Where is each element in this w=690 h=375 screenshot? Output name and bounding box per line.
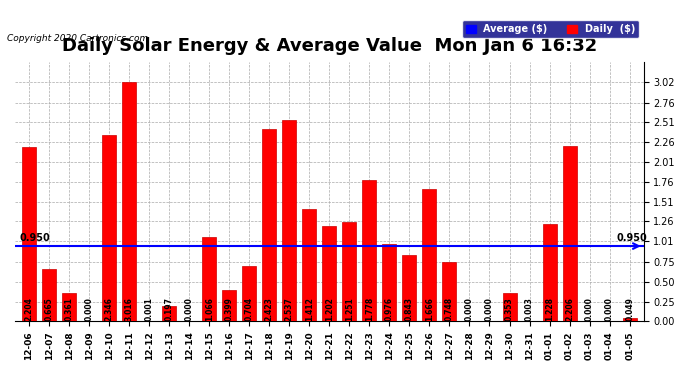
- Bar: [202, 237, 216, 321]
- Text: 0.000: 0.000: [485, 297, 494, 321]
- Bar: [502, 293, 517, 321]
- Text: 1.202: 1.202: [325, 297, 334, 321]
- Bar: [542, 224, 557, 321]
- Bar: [162, 306, 176, 321]
- Bar: [302, 210, 316, 321]
- Text: 0.843: 0.843: [405, 297, 414, 321]
- Legend: Average ($), Daily  ($): Average ($), Daily ($): [462, 20, 639, 38]
- Bar: [622, 318, 637, 321]
- Text: 1.228: 1.228: [545, 297, 554, 321]
- Bar: [422, 189, 437, 321]
- Bar: [102, 135, 116, 321]
- Text: 0.353: 0.353: [505, 297, 514, 321]
- Bar: [342, 222, 356, 321]
- Bar: [282, 120, 296, 321]
- Text: 0.665: 0.665: [45, 297, 54, 321]
- Text: 0.000: 0.000: [85, 297, 94, 321]
- Text: 0.003: 0.003: [525, 297, 534, 321]
- Text: 0.399: 0.399: [225, 297, 234, 321]
- Bar: [42, 268, 56, 321]
- Bar: [382, 244, 396, 321]
- Text: 2.423: 2.423: [265, 297, 274, 321]
- Text: 2.346: 2.346: [105, 297, 114, 321]
- Text: 1.412: 1.412: [305, 297, 314, 321]
- Bar: [62, 293, 76, 321]
- Text: 0.000: 0.000: [605, 297, 614, 321]
- Text: 3.016: 3.016: [125, 297, 134, 321]
- Text: 0.000: 0.000: [585, 297, 594, 321]
- Text: 0.049: 0.049: [625, 297, 634, 321]
- Text: 0.361: 0.361: [65, 297, 74, 321]
- Text: 0.001: 0.001: [145, 297, 154, 321]
- Bar: [402, 255, 417, 321]
- Bar: [242, 266, 256, 321]
- Bar: [262, 129, 276, 321]
- Text: 0.704: 0.704: [245, 297, 254, 321]
- Text: 0.000: 0.000: [185, 297, 194, 321]
- Bar: [442, 262, 457, 321]
- Text: 0.976: 0.976: [385, 297, 394, 321]
- Text: 2.204: 2.204: [25, 297, 34, 321]
- Text: 0.748: 0.748: [445, 297, 454, 321]
- Text: 0.950: 0.950: [19, 233, 50, 243]
- Text: 2.206: 2.206: [565, 297, 574, 321]
- Text: 1.778: 1.778: [365, 296, 374, 321]
- Text: Copyright 2020 Cartronics.com: Copyright 2020 Cartronics.com: [7, 34, 148, 43]
- Title: Daily Solar Energy & Average Value  Mon Jan 6 16:32: Daily Solar Energy & Average Value Mon J…: [61, 37, 597, 55]
- Text: 1.666: 1.666: [425, 297, 434, 321]
- Text: 0.000: 0.000: [465, 297, 474, 321]
- Text: 1.066: 1.066: [205, 297, 214, 321]
- Text: 0.950: 0.950: [617, 233, 648, 243]
- Bar: [222, 290, 236, 321]
- Bar: [122, 82, 136, 321]
- Text: 1.251: 1.251: [345, 297, 354, 321]
- Bar: [562, 147, 577, 321]
- Bar: [362, 180, 376, 321]
- Text: 2.537: 2.537: [285, 297, 294, 321]
- Bar: [322, 226, 336, 321]
- Text: 0.197: 0.197: [165, 297, 174, 321]
- Bar: [22, 147, 36, 321]
